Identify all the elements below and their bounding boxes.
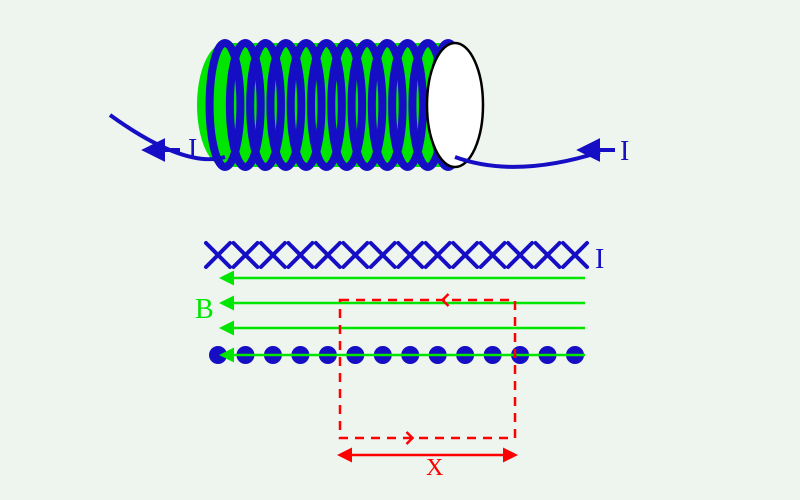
label-I_right_mid: I bbox=[595, 244, 604, 275]
solenoid-end-face bbox=[427, 43, 483, 167]
label-B: B bbox=[195, 294, 214, 325]
label-I_left: I bbox=[188, 134, 197, 165]
solenoid-diagram: I I I B X bbox=[0, 0, 800, 500]
label-X: X bbox=[426, 455, 443, 481]
label-I_right_top: I bbox=[620, 136, 629, 167]
